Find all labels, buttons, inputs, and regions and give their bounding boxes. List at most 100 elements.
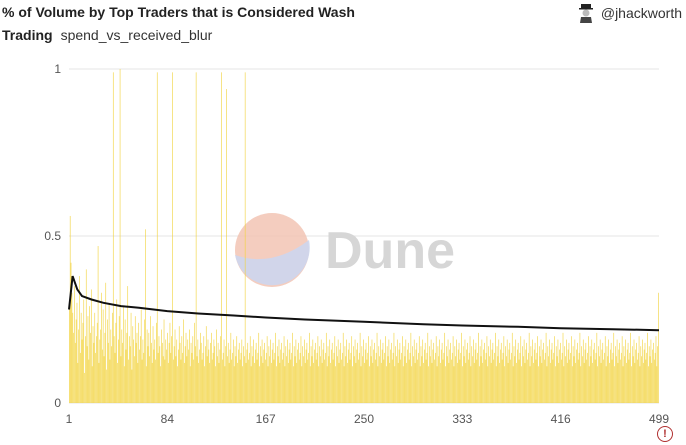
bar (338, 362, 340, 403)
bar (182, 352, 183, 403)
bar (96, 336, 97, 403)
bar (221, 359, 223, 403)
bar (116, 299, 118, 403)
bar (282, 352, 284, 403)
author-tag[interactable]: @jhackworth (577, 3, 682, 23)
bar (328, 356, 330, 403)
bar (608, 339, 609, 403)
bar (375, 352, 377, 403)
bar (336, 356, 338, 403)
bar (203, 336, 205, 403)
bar (429, 346, 430, 403)
bar (657, 346, 659, 403)
bar (639, 366, 641, 403)
bar (202, 352, 204, 403)
bar (282, 359, 283, 403)
warning-icon[interactable]: ! (657, 426, 673, 442)
bar (254, 362, 255, 403)
bar (643, 349, 645, 403)
bar (432, 349, 434, 403)
bar (301, 366, 303, 403)
bar (138, 322, 140, 403)
bar (156, 322, 157, 403)
y-tick-label: 0 (54, 396, 61, 410)
bar (137, 362, 139, 403)
bar (348, 342, 350, 403)
bar (216, 329, 217, 403)
bar (404, 356, 406, 403)
bar (379, 356, 380, 403)
bar (106, 369, 107, 403)
bar (350, 352, 352, 403)
bar (216, 356, 218, 403)
bar (580, 366, 582, 403)
bar (612, 352, 614, 403)
bar (525, 349, 527, 403)
bar (304, 362, 306, 403)
bar (145, 366, 147, 403)
bar (147, 346, 149, 403)
bar (604, 336, 606, 403)
bar (268, 346, 270, 403)
bar (93, 342, 95, 403)
bar (83, 299, 85, 403)
bar (490, 362, 492, 403)
bar (214, 346, 216, 403)
bar (500, 349, 501, 403)
bar (390, 349, 391, 403)
bar (418, 336, 420, 403)
bar (99, 339, 101, 403)
bar (228, 362, 230, 403)
bar (110, 329, 112, 403)
bar (358, 352, 360, 403)
bar (130, 312, 132, 403)
bar (213, 339, 215, 403)
bar (384, 352, 386, 403)
bar (385, 366, 387, 403)
bar (239, 359, 241, 403)
bar (656, 366, 658, 403)
bar (526, 342, 528, 403)
bar (172, 359, 174, 403)
bar (500, 342, 502, 403)
bar (185, 332, 187, 403)
bar (615, 346, 616, 403)
bar (514, 356, 516, 403)
bar (495, 366, 497, 403)
bar (395, 346, 396, 403)
bar (389, 362, 391, 403)
bar (642, 339, 643, 403)
bar (258, 332, 260, 403)
bar (368, 336, 369, 403)
chart-title: % of Volume by Top Traders that is Consi… (2, 4, 355, 20)
bar (84, 372, 85, 403)
bar (549, 339, 550, 403)
bar (160, 366, 162, 403)
chart-subtitle: spend_vs_received_blur (60, 27, 213, 43)
bar (133, 339, 134, 403)
bar (150, 316, 151, 403)
bar (171, 336, 172, 403)
bar (402, 336, 403, 403)
bar (247, 342, 249, 403)
bar (632, 356, 634, 403)
bar (658, 292, 659, 403)
bar (113, 336, 115, 403)
bar (232, 352, 233, 403)
bar (413, 356, 414, 403)
bar (503, 336, 505, 403)
bar (100, 329, 101, 403)
bar (284, 366, 286, 403)
bar (462, 346, 464, 403)
bar (74, 342, 76, 403)
bar (579, 332, 581, 403)
bar (626, 362, 627, 403)
bar (322, 349, 324, 403)
bar (492, 342, 494, 403)
bar (140, 336, 141, 403)
bar (467, 359, 469, 403)
bar (80, 312, 82, 403)
watermark-logo-lower (235, 240, 310, 286)
bar (324, 359, 325, 403)
bar (259, 366, 260, 403)
